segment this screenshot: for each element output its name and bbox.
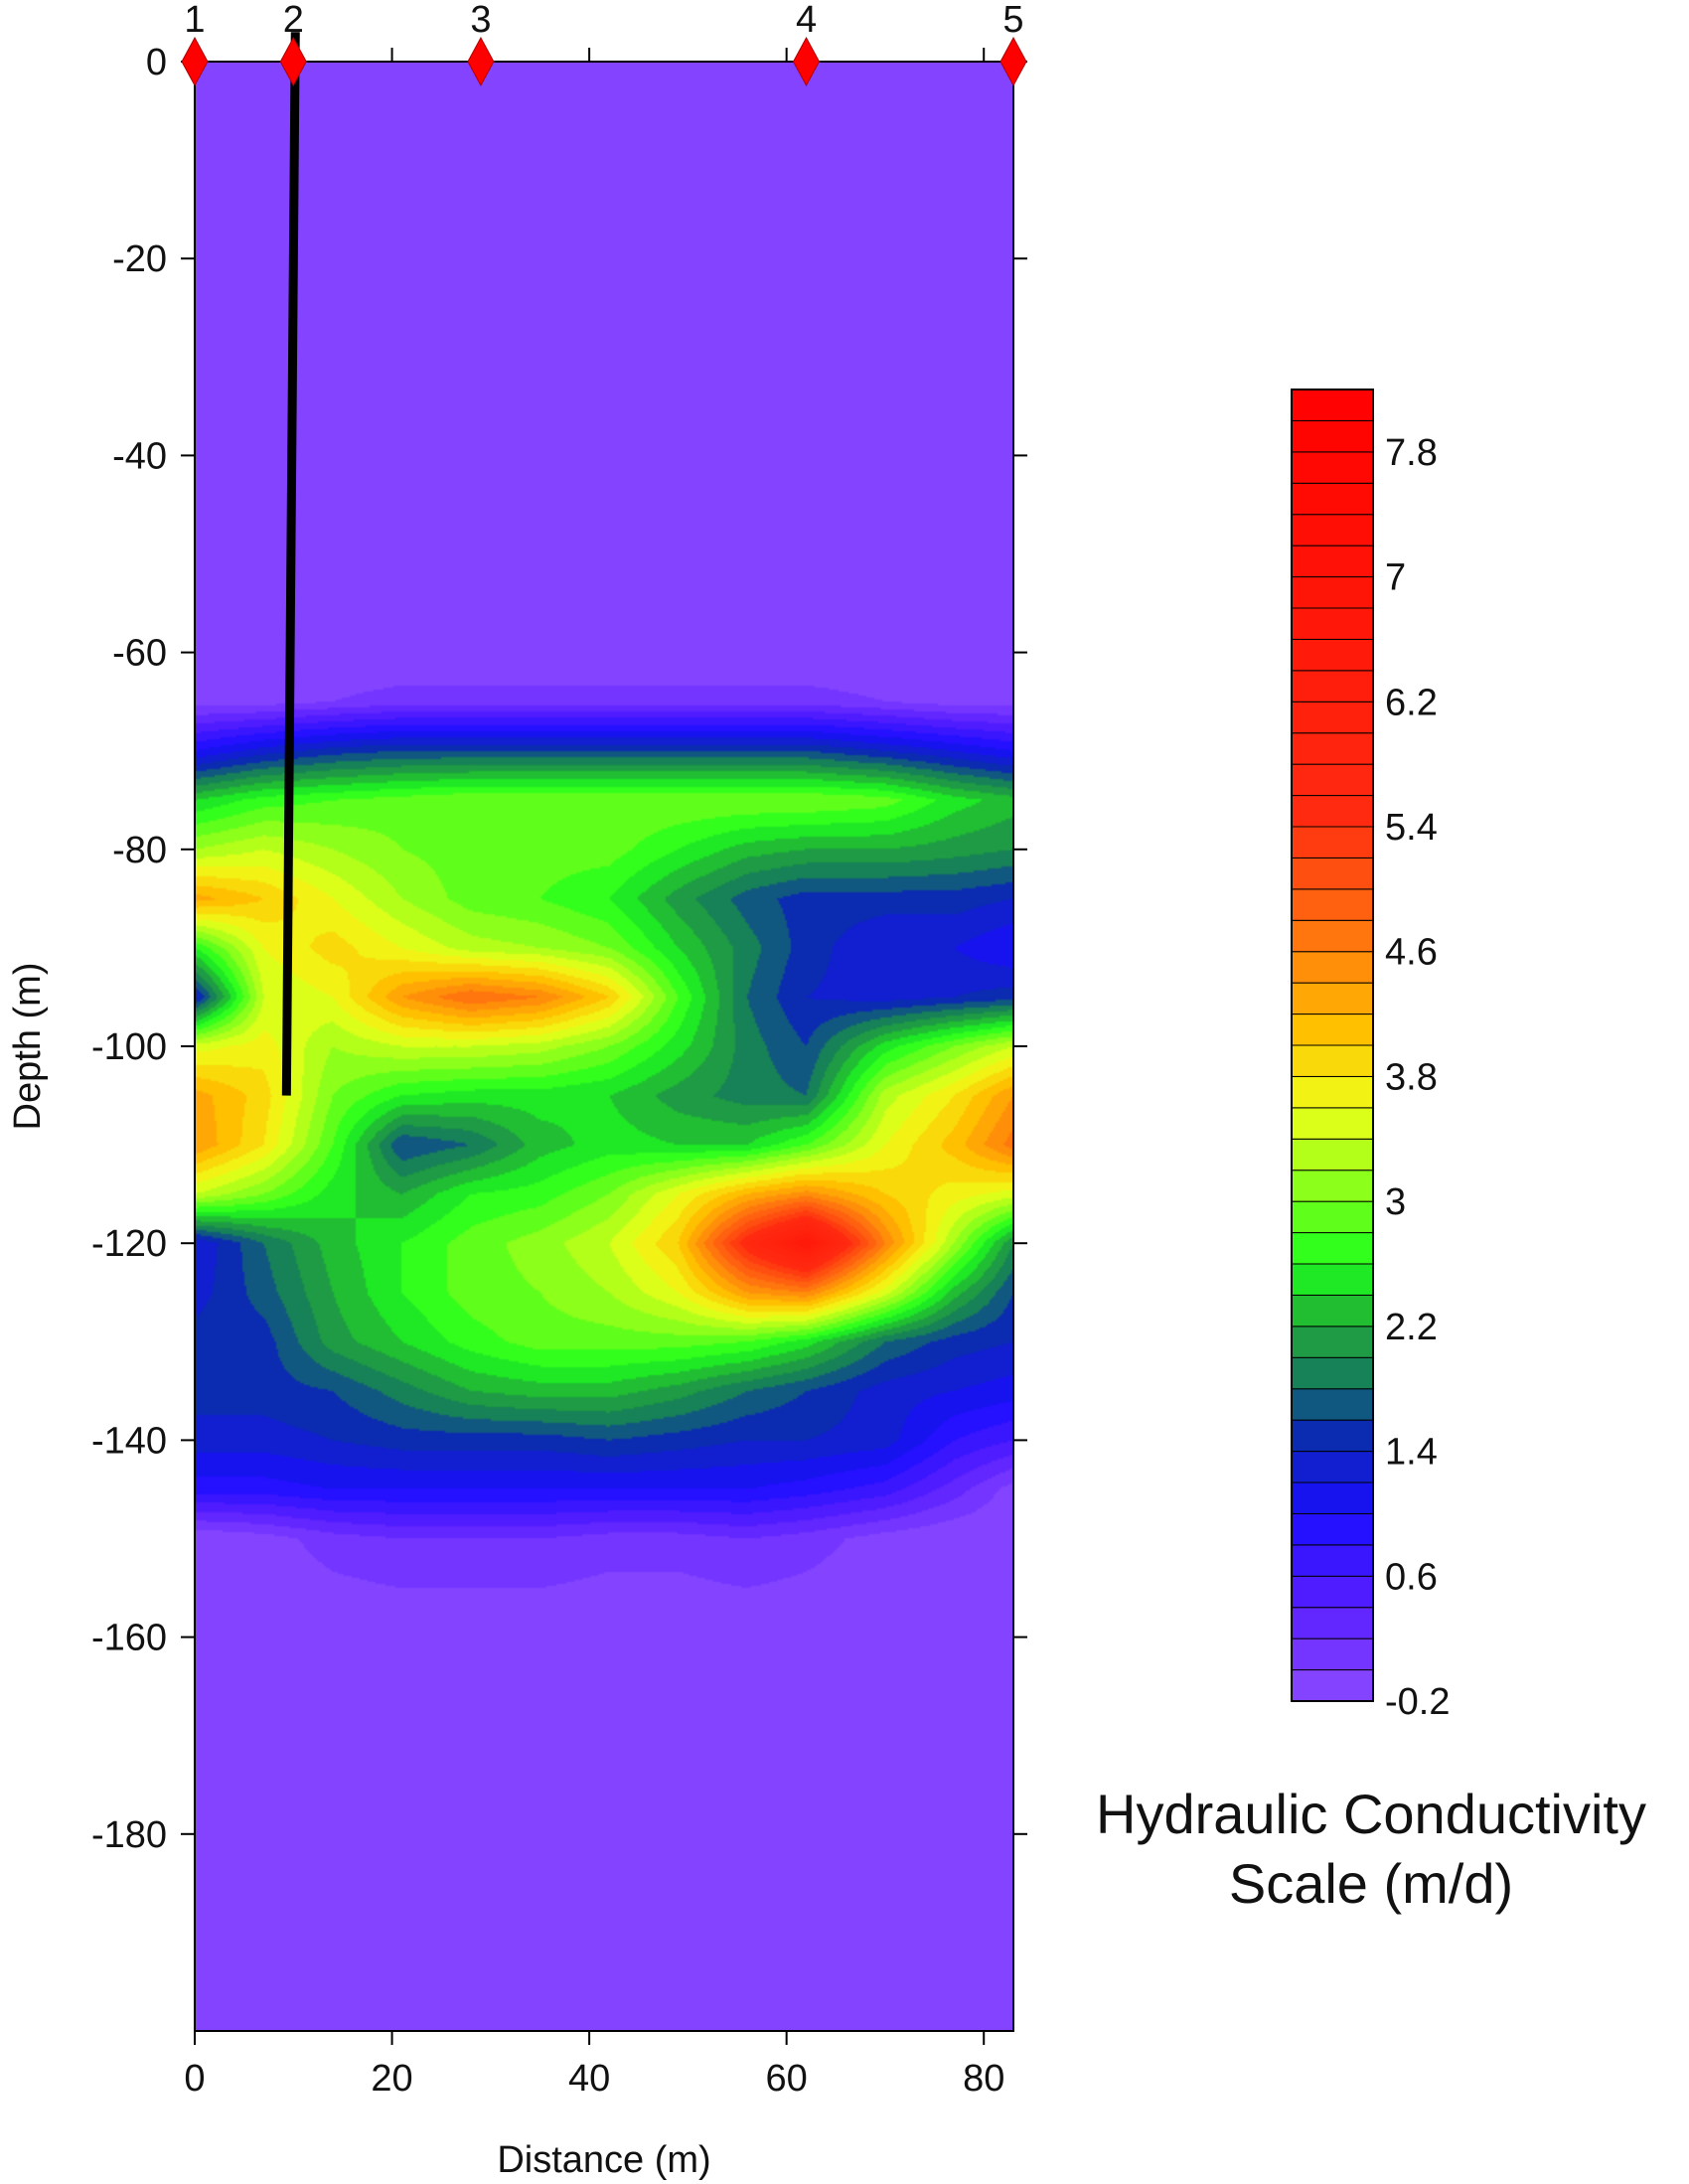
- colorbar-tick-label: 2.2: [1385, 1307, 1438, 1348]
- overlays: 1 2 3 4 5: [181, 0, 1027, 1096]
- colorbar-band: [1291, 545, 1374, 578]
- y-tick-label: -20: [112, 238, 167, 280]
- y-tick-label: -100: [91, 1026, 167, 1068]
- colorbar-band: [1291, 701, 1374, 734]
- x-tick-label: 80: [963, 2058, 1004, 2100]
- colorbar-band: [1291, 1326, 1374, 1358]
- x-tick-label: 0: [184, 2058, 205, 2100]
- colorbar-tick-label: 4.6: [1385, 932, 1438, 974]
- colorbar-tick-label: -0.2: [1385, 1681, 1450, 1723]
- colorbar-band: [1291, 1356, 1374, 1390]
- x-tick-label: 60: [766, 2058, 808, 2100]
- colorbar-band: [1291, 1482, 1374, 1514]
- station-label: 4: [796, 0, 817, 41]
- colorbar-tick-label: 5.4: [1385, 807, 1438, 849]
- borehole-line: [281, 32, 300, 1096]
- colorbar-tick-label: 7: [1385, 557, 1406, 599]
- colorbar-band: [1291, 1575, 1374, 1609]
- colorbar-band: [1291, 1419, 1374, 1453]
- colorbar-band: [1291, 857, 1374, 890]
- colorbar-band: [1291, 951, 1374, 984]
- colorbar-band: [1291, 1044, 1374, 1077]
- colorbar-band: [1291, 1451, 1374, 1483]
- colorbar-band: [1291, 670, 1374, 702]
- colorbar-band: [1291, 514, 1374, 546]
- colorbar-band: [1291, 482, 1374, 516]
- y-tick-label: -160: [91, 1618, 167, 1659]
- colorbar-band: [1291, 888, 1374, 921]
- colorbar-band: [1291, 1263, 1374, 1296]
- colorbar-band: [1291, 1170, 1374, 1202]
- colorbar-band: [1291, 763, 1374, 797]
- x-tick-label: 20: [371, 2058, 412, 2100]
- station-marker: [181, 36, 209, 87]
- contour-plot-area: [194, 61, 1014, 2032]
- colorbar-band: [1291, 1607, 1374, 1639]
- y-tick-label: -80: [112, 830, 167, 871]
- y-tick-label: -120: [91, 1223, 167, 1265]
- station-marker: [279, 36, 307, 87]
- colorbar-band: [1291, 607, 1374, 640]
- x-axis-title: Distance (m): [497, 2139, 710, 2181]
- station-label: 5: [1002, 0, 1023, 41]
- axes: 0 20 40 60 80 0 -20 -40 -60 -80 -100 -120 -140 -160 -1…: [91, 42, 1027, 2100]
- colorbar-band: [1291, 1638, 1374, 1671]
- colorbar-band: [1291, 389, 1374, 421]
- y-tick-label: -60: [112, 633, 167, 675]
- colorbar-band: [1291, 1544, 1374, 1577]
- colorbar-band: [1291, 1388, 1374, 1421]
- station-label: 1: [184, 0, 205, 41]
- colorbar-band: [1291, 419, 1374, 453]
- colorbar-title-line-1: Hydraulic Conductivity: [1096, 1783, 1646, 1845]
- y-tick-label: -140: [91, 1420, 167, 1462]
- station-label: 3: [470, 0, 491, 41]
- station-label: 2: [283, 0, 304, 41]
- y-tick-label: -180: [91, 1814, 167, 1856]
- colorbar-band: [1291, 576, 1374, 609]
- station-marker: [999, 36, 1027, 87]
- colorbar-band: [1291, 982, 1374, 1015]
- colorbar-band: [1291, 1138, 1374, 1171]
- y-tick-label: 0: [146, 42, 167, 83]
- y-axis-title: Depth (m): [7, 963, 49, 1131]
- colorbar-band: [1291, 919, 1374, 953]
- colorbar-tick-label: 0.6: [1385, 1556, 1438, 1598]
- colorbar-band: [1291, 638, 1374, 672]
- colorbar-band: [1291, 795, 1374, 828]
- colorbar-band: [1291, 1294, 1374, 1327]
- colorbar: 7.8 7 6.2 5.4 4.6 3.8 3 2.2 1.4 0.6 -0.2: [1291, 389, 1450, 1723]
- station-marker: [792, 36, 821, 87]
- colorbar-tick-label: 3.8: [1385, 1056, 1438, 1098]
- colorbar-tick-label: 3: [1385, 1181, 1406, 1223]
- colorbar-frame: [1291, 389, 1374, 1702]
- station-marker: [467, 36, 495, 87]
- colorbar-band: [1291, 732, 1374, 765]
- colorbar-tick-label: 6.2: [1385, 682, 1438, 723]
- colorbar-tick-label: 1.4: [1385, 1432, 1438, 1474]
- colorbar-title-line-2: Scale (m/d): [1229, 1852, 1513, 1915]
- colorbar-band: [1291, 826, 1374, 858]
- colorbar-band: [1291, 1075, 1374, 1109]
- colorbar-band: [1291, 1107, 1374, 1140]
- y-tick-label: -40: [112, 435, 167, 477]
- colorbar-band: [1291, 1014, 1374, 1046]
- colorbar-band: [1291, 1669, 1374, 1702]
- colorbar-tick-label: 7.8: [1385, 432, 1438, 474]
- colorbar-band: [1291, 1232, 1374, 1265]
- conductivity-heatmap: [195, 62, 1013, 2031]
- colorbar-band: [1291, 1200, 1374, 1234]
- colorbar-band: [1291, 1512, 1374, 1546]
- colorbar-band: [1291, 451, 1374, 484]
- x-tick-label: 40: [568, 2058, 610, 2100]
